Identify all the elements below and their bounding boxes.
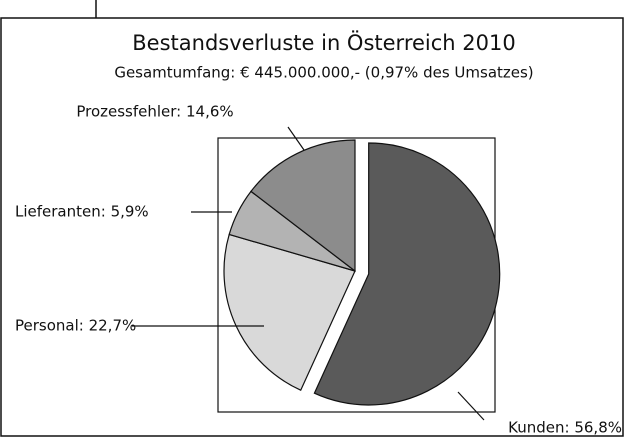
chart-title: Bestandsverluste in Österreich 2010 [132,30,515,55]
chart-subtitle: Gesamtumfang: € 445.000.000,- (0,97% des… [114,64,533,82]
pie-slice [250,139,356,273]
frame [0,17,624,437]
leader-line [457,391,485,421]
slice-label: Kunden: 56,8% [508,419,622,437]
slice-label: Prozessfehler: 14,6% [76,103,233,121]
slice-label: Lieferanten: 5,9% [15,203,149,221]
slice-label: Personal: 22,7% [15,317,136,335]
pie-slice [313,142,501,406]
leader-line [287,126,305,151]
